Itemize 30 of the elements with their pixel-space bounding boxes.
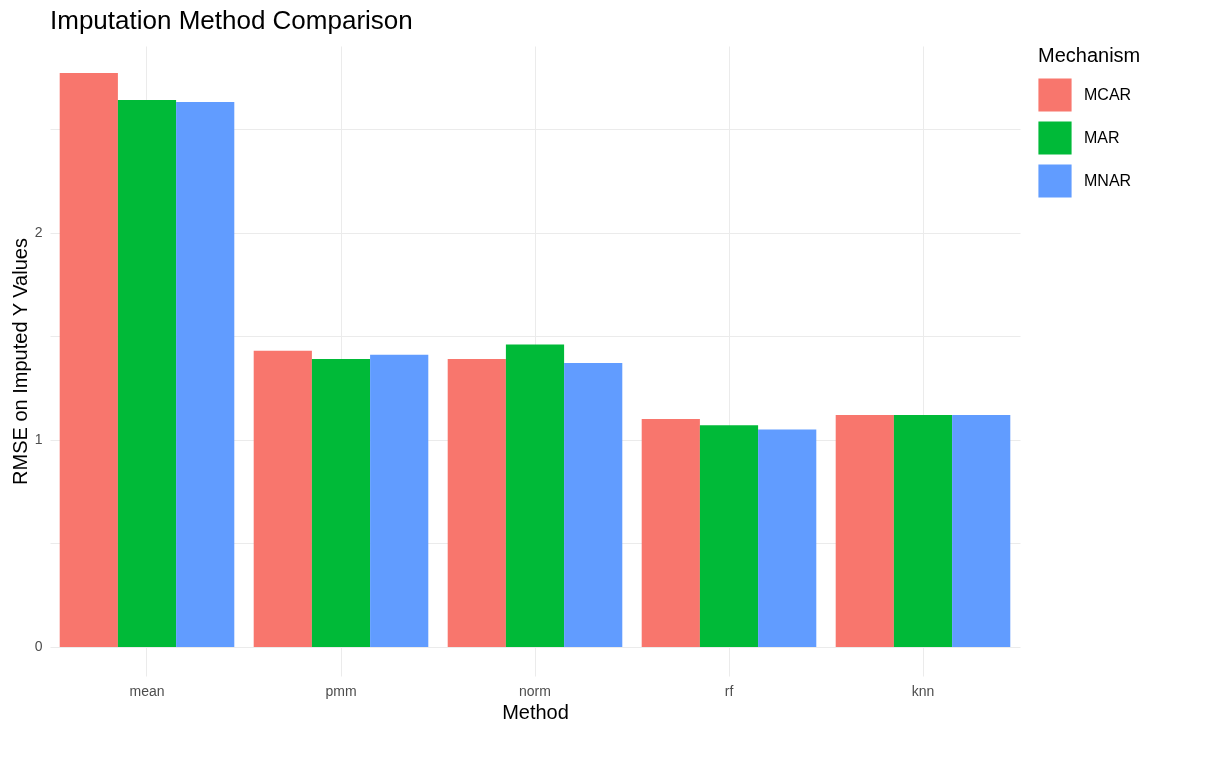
- chart-title: Imputation Method Comparison: [50, 5, 413, 35]
- legend-label: MCAR: [1084, 86, 1132, 103]
- x-tick-label: rf: [724, 682, 734, 699]
- y-tick-label: 0: [34, 638, 43, 655]
- bar: [699, 425, 759, 647]
- x-tick-label: pmm: [325, 682, 357, 699]
- bar: [835, 414, 894, 647]
- legend-label: MAR: [1084, 129, 1120, 146]
- bar: [176, 101, 235, 647]
- bar: [311, 358, 371, 647]
- bar: [564, 363, 623, 647]
- x-tick-label: norm: [519, 682, 551, 699]
- bar: [505, 344, 565, 647]
- bar: [253, 350, 312, 647]
- x-tick-label: knn: [911, 682, 935, 699]
- bar: [758, 429, 817, 647]
- legend-title: Mechanism: [1038, 44, 1141, 66]
- legend-label: MNAR: [1084, 172, 1132, 189]
- bar: [117, 99, 177, 647]
- bar: [893, 414, 953, 647]
- y-tick-label: 1: [34, 431, 43, 448]
- bar: [370, 354, 429, 647]
- x-tick-label: mean: [129, 682, 165, 699]
- y-tick-label: 2: [34, 224, 43, 241]
- bar: [952, 414, 1011, 647]
- y-axis-title: RMSE on Imputed Y Values: [8, 238, 31, 485]
- x-axis-title: Method: [502, 700, 569, 723]
- bar: [447, 358, 506, 647]
- bar: [641, 419, 700, 647]
- bar: [59, 72, 118, 647]
